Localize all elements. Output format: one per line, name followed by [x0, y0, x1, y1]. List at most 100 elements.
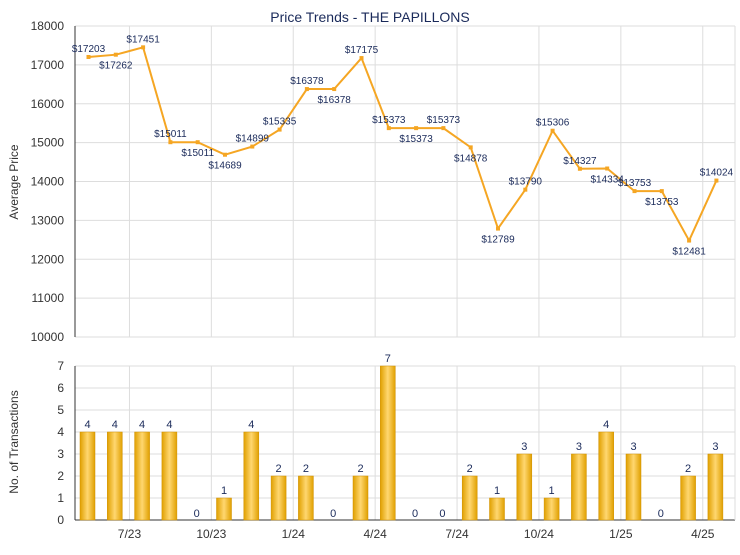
transaction-count-label: 3	[630, 441, 636, 453]
x-tick-label: 7/23	[118, 527, 142, 541]
price-point-label: $15011	[154, 129, 187, 140]
price-point-marker	[714, 178, 719, 183]
line-y-tick-label: 14000	[31, 175, 65, 189]
price-point-marker	[496, 226, 500, 231]
price-point-marker	[113, 52, 118, 57]
transaction-count-label: 4	[248, 419, 254, 431]
transaction-bar	[161, 431, 178, 521]
price-point-label: $14899	[236, 134, 270, 145]
price-point-marker	[195, 140, 200, 145]
transaction-count-label: 4	[84, 419, 90, 431]
transaction-bar	[270, 475, 287, 521]
bar-y-tick-label: 0	[57, 513, 64, 527]
transaction-bar	[243, 431, 260, 521]
line-y-tick-label: 15000	[31, 136, 65, 150]
price-point-marker	[250, 144, 255, 149]
transaction-count-label: 0	[658, 508, 664, 520]
price-point-label: $14334	[591, 175, 625, 186]
transaction-bar	[380, 365, 396, 521]
price-point-label: $14878	[454, 153, 488, 164]
transaction-bar	[680, 475, 696, 521]
bar-y-tick-label: 1	[57, 491, 64, 505]
bar-y-tick-label: 3	[57, 447, 64, 461]
transaction-bar	[352, 475, 369, 521]
price-point-label: $14327	[563, 156, 597, 167]
transaction-count-label: 4	[139, 419, 145, 431]
line-y-tick-label: 13000	[31, 213, 65, 227]
transaction-bar	[461, 475, 478, 521]
x-tick-label: 1/24	[282, 527, 306, 541]
price-point-label: $15373	[372, 115, 406, 126]
bar-y-tick-label: 4	[57, 425, 64, 439]
transaction-bar	[571, 453, 587, 521]
price-line	[88, 46, 718, 243]
transaction-bar	[134, 431, 150, 521]
price-point-marker	[86, 54, 91, 59]
x-tick-label: 10/24	[524, 527, 554, 541]
line-y-tick-label: 10000	[31, 330, 65, 344]
transaction-count-label: 2	[276, 463, 282, 475]
price-point-label: $17175	[345, 45, 379, 56]
price-point-marker	[414, 126, 419, 131]
price-point-label: $13753	[618, 178, 652, 189]
transaction-count-label: 3	[576, 441, 582, 453]
transaction-count-label: 0	[439, 508, 445, 520]
price-point-label: $13753	[645, 197, 679, 208]
transaction-count-label: 4	[603, 419, 609, 431]
price-point-label: $15373	[427, 115, 461, 126]
x-tick-label: 1/25	[609, 527, 633, 541]
price-point-marker	[359, 56, 364, 61]
transaction-count-label: 1	[221, 485, 227, 497]
price-point-marker	[386, 126, 391, 131]
bar-y-tick-label: 7	[57, 359, 64, 373]
transaction-count-label: 2	[685, 463, 691, 475]
transaction-count-label: 4	[112, 419, 118, 431]
line-y-axis-label: Average Price	[7, 144, 21, 219]
transaction-bar	[598, 431, 614, 521]
price-point-label: $15306	[536, 118, 570, 129]
price-point-label: $12789	[481, 235, 515, 246]
transaction-count-label: 4	[166, 419, 172, 431]
bar-y-axis-label: No. of Transactions	[7, 390, 21, 493]
price-point-label: $17451	[126, 34, 160, 45]
transaction-bar	[216, 497, 232, 521]
price-point-marker	[523, 187, 528, 192]
transaction-count-label: 1	[549, 485, 555, 497]
price-point-label: $12481	[672, 247, 706, 258]
price-point-marker	[277, 127, 282, 132]
price-point-label: $16378	[318, 95, 352, 106]
transaction-count-label: 2	[357, 463, 363, 475]
price-line-series	[86, 45, 719, 243]
transaction-bar	[516, 453, 533, 521]
price-point-marker	[632, 189, 637, 194]
price-point-label: $16378	[290, 76, 324, 87]
transaction-count-labels: 4 4 4 4 0 1 4 2 2 0 2 7 0 0 2 1 3 1 3 4 3 0 2 3	[84, 353, 718, 520]
price-point-label: $17203	[72, 44, 106, 55]
x-tick-label: 7/24	[445, 527, 469, 541]
line-y-tick-label: 17000	[31, 58, 65, 72]
transaction-count-label: 2	[467, 463, 473, 475]
price-point-marker	[577, 166, 582, 171]
chart-title: Price Trends - THE PAPILLONS	[270, 9, 469, 25]
price-point-marker	[468, 145, 473, 150]
transaction-count-label: 0	[412, 508, 418, 520]
bar-y-tick-label: 6	[57, 381, 64, 395]
bar-y-tick-label: 5	[57, 403, 64, 417]
transaction-bar	[79, 431, 96, 521]
price-point-label: $15011	[181, 148, 214, 159]
transaction-count-label: 1	[494, 485, 500, 497]
price-point-label: $14689	[208, 161, 242, 172]
transaction-count-label: 7	[385, 353, 391, 365]
transaction-count-label: 2	[303, 463, 309, 475]
price-point-marker	[441, 126, 446, 131]
price-point-marker	[223, 152, 227, 157]
price-point-marker	[659, 189, 664, 194]
transaction-bar	[107, 431, 123, 521]
transaction-bar	[707, 453, 724, 521]
bar-y-tick-label: 2	[57, 469, 64, 483]
transaction-bar	[543, 497, 560, 521]
transaction-bar	[625, 453, 642, 521]
price-point-marker	[550, 128, 555, 133]
